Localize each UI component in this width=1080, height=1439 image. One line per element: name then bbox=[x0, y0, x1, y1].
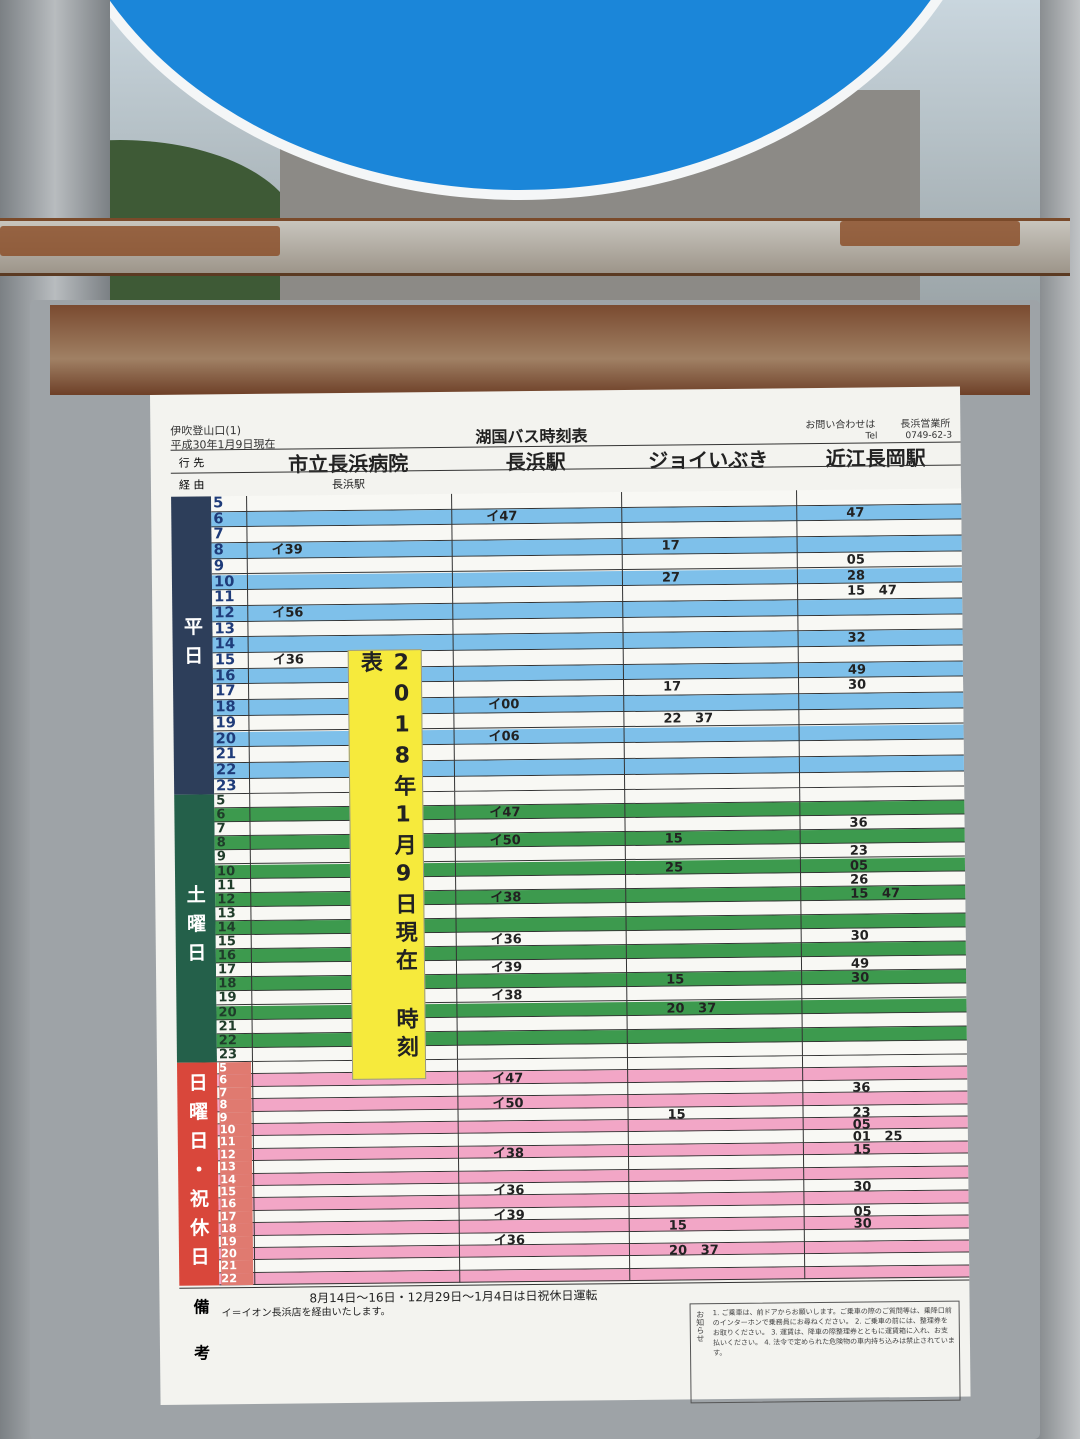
hour-cell: 5 bbox=[216, 793, 226, 809]
rust-patch bbox=[0, 226, 280, 256]
departure-time: 23 bbox=[849, 843, 868, 860]
departure-time: 22 37 bbox=[663, 710, 714, 727]
notice-label: お知らせ bbox=[695, 1310, 705, 1343]
departure-time: 30 bbox=[850, 928, 869, 944]
departure-time: 28 bbox=[846, 568, 866, 584]
dest-label: 行 先 bbox=[178, 456, 205, 470]
hour-cell: 6 bbox=[216, 807, 226, 823]
notice-box: お知らせ 1. ご乗車は、前ドアからお願いします。ご乗車の際のご質問等は、乗降口… bbox=[689, 1300, 961, 1404]
notice-text: 1. ご乗車は、前ドアからお願いします。ご乗車の際のご質問等は、乗降口前のインタ… bbox=[712, 1306, 955, 1358]
via-nagahama: 長浜駅 bbox=[331, 477, 366, 492]
departure-time: 15 bbox=[666, 972, 685, 988]
office-name: 長浜営業所 bbox=[900, 418, 951, 431]
tel-label: Tel bbox=[865, 431, 878, 442]
departure-time: イ06 bbox=[488, 728, 520, 744]
departure-time: イ00 bbox=[488, 697, 520, 713]
departure-time: 05 bbox=[846, 552, 865, 568]
weekday-section: 平日 5 6 イ47 47 7 8 イ39 17 9 05 10 27 28 11 15 47 12 イ56 13 1… bbox=[171, 488, 965, 796]
departure-time: イ36 bbox=[272, 652, 304, 668]
departure-time: 26 bbox=[850, 872, 869, 888]
via-label: 経 由 bbox=[178, 478, 205, 492]
hour-cell: 13 bbox=[217, 905, 236, 922]
departure-time: イ38 bbox=[490, 889, 522, 906]
hour-cell: 16 bbox=[217, 948, 237, 964]
departure-time: イ50 bbox=[489, 833, 521, 849]
holiday-label: 日曜日・祝休日 bbox=[176, 1062, 220, 1286]
date-banner: 2018年1月9日現在 時刻表 bbox=[347, 649, 427, 1080]
rusty-crossbar bbox=[0, 218, 1070, 276]
hour-cell: 7 bbox=[216, 821, 226, 837]
dest-joy-ibuki: ジョイいぶき bbox=[648, 447, 769, 473]
departure-time: 20 37 bbox=[666, 1000, 717, 1017]
i-note: イ＝イオン長浜店を経由いたします。 bbox=[221, 1306, 391, 1320]
weekday-label: 平日 bbox=[171, 496, 215, 796]
departure-time: イ56 bbox=[272, 605, 304, 621]
departure-time: 25 bbox=[664, 859, 684, 876]
departure-time: イ39 bbox=[271, 542, 303, 558]
departure-time: イ38 bbox=[491, 988, 523, 1004]
hour-cell: 11 bbox=[217, 877, 236, 893]
hour-cell: 20 bbox=[218, 1004, 237, 1020]
saturday-section: 土曜日 5 6 イ47 7 36 8 イ50 15 9 23 10 25 05 11 26 12 イ38 15 47… bbox=[174, 786, 967, 1063]
departure-time: 49 bbox=[847, 662, 867, 678]
tel-number: 0749-62-3 bbox=[905, 430, 953, 442]
remarks-label: 備考 bbox=[190, 1298, 211, 1391]
departure-time: 17 bbox=[663, 679, 682, 696]
departure-time: 17 bbox=[661, 538, 680, 554]
dest-omi-nagaoka: 近江長岡駅 bbox=[825, 445, 926, 471]
departure-time: 15 bbox=[664, 831, 683, 847]
right-pole bbox=[1040, 0, 1080, 1439]
holiday-section: 日曜日・祝休日 5 6 イ47 7 36 8 イ50 9 15 23 10 05 11 01 25 12 イ38… bbox=[176, 1054, 970, 1286]
departure-time: イ47 bbox=[489, 805, 521, 821]
hour-cell: 14 bbox=[217, 920, 236, 936]
departure-time: イ39 bbox=[490, 960, 523, 976]
hour-cell: 10 bbox=[216, 863, 236, 879]
departure-time: 15 47 bbox=[850, 885, 901, 902]
departure-time: 30 bbox=[848, 677, 867, 694]
departure-time: 49 bbox=[850, 956, 870, 972]
rust-patch bbox=[840, 221, 1020, 246]
rusty-frame-top bbox=[50, 305, 1030, 395]
hour-cell: 21 bbox=[218, 1018, 237, 1034]
departure-time: 27 bbox=[661, 569, 681, 586]
hour-cell: 22 bbox=[221, 1271, 254, 1286]
hour-cell: 23 bbox=[216, 776, 237, 794]
departure-time: 15 47 bbox=[847, 583, 897, 599]
departure-time: 36 bbox=[849, 815, 868, 831]
hour-cell: 8 bbox=[216, 835, 226, 851]
hour-cell: 22 bbox=[218, 1032, 238, 1049]
inquiry-label: お問い合わせは bbox=[805, 419, 876, 432]
departure-time: 47 bbox=[846, 505, 865, 521]
departure-time: イ47 bbox=[486, 508, 518, 525]
remarks-section: 備考 8月14日～16日・12月29日～1月4日は日祝休日運転 イ＝イオン長浜店… bbox=[179, 1279, 971, 1406]
dest-nagahama-station: 長浜駅 bbox=[505, 449, 566, 475]
hour-cell: 17 bbox=[217, 962, 237, 978]
departure-time: 32 bbox=[847, 630, 866, 647]
departure-time: 05 bbox=[849, 858, 869, 874]
timetable-sheet: 伊吹登山口(1) 平成30年1月9日現在 湖国バス時刻表 お問い合わせは 長浜営… bbox=[150, 386, 971, 1406]
dest-hospital: 市立長浜病院 bbox=[288, 451, 409, 477]
departure-time: イ36 bbox=[490, 932, 522, 948]
hour-cell: 12 bbox=[217, 891, 236, 908]
saturday-label: 土曜日 bbox=[174, 794, 217, 1063]
hour-cell: 15 bbox=[217, 934, 237, 950]
page-title: 湖国バス時刻表 bbox=[475, 426, 588, 447]
hour-cell: 19 bbox=[218, 990, 237, 1006]
hour-cell: 18 bbox=[218, 976, 237, 992]
hour-cell: 9 bbox=[216, 849, 227, 865]
departure-time: 30 bbox=[851, 970, 870, 986]
